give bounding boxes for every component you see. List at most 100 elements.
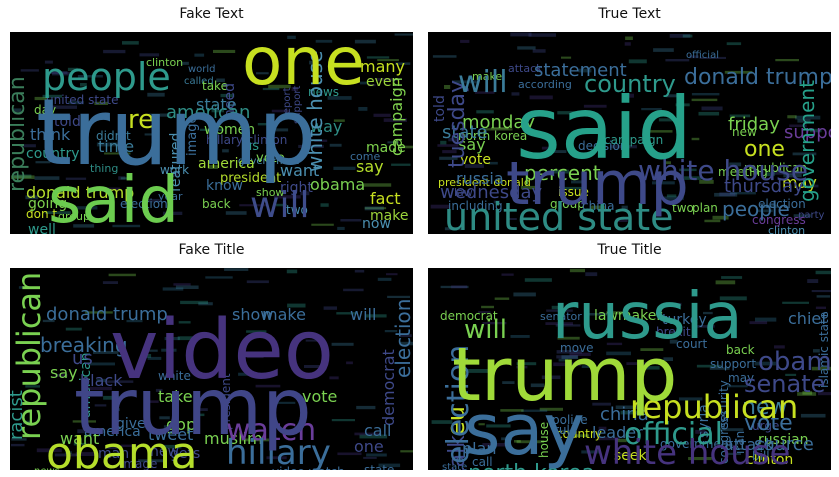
background-word-mark — [606, 342, 623, 346]
background-word-mark — [773, 170, 792, 175]
background-word-mark — [664, 196, 684, 200]
background-word-mark — [539, 407, 563, 411]
background-word-mark — [696, 325, 715, 328]
background-word-mark — [196, 408, 208, 411]
background-word-mark — [400, 450, 413, 453]
cloud-word: donald trump — [26, 183, 134, 202]
cloud-word: said — [516, 79, 692, 179]
background-word-mark — [569, 352, 591, 356]
cloud-word: clinton — [146, 56, 183, 69]
background-word-mark — [797, 392, 817, 396]
cloud-word: election — [758, 197, 806, 211]
cloud-word: hillary — [226, 433, 331, 470]
background-word-mark — [815, 306, 826, 309]
background-word-mark — [44, 60, 53, 64]
background-word-mark — [266, 456, 287, 460]
background-word-mark — [432, 55, 457, 58]
background-word-mark — [80, 83, 87, 87]
background-word-mark — [138, 459, 166, 463]
background-word-mark — [811, 290, 831, 293]
background-word-mark — [665, 94, 680, 98]
cloud-word: made — [366, 140, 406, 156]
background-word-mark — [726, 42, 742, 46]
background-word-mark — [556, 350, 582, 354]
background-word-mark — [155, 388, 163, 392]
cloud-word: congress — [752, 213, 806, 227]
cloud-word: security — [717, 380, 731, 428]
word-cloud-canvas: party official law clinton make according atta… — [430, 32, 831, 234]
cloud-word: hillary clinton — [206, 133, 287, 147]
cloud-word: state — [196, 95, 237, 114]
cloud-word: congress — [717, 410, 731, 464]
background-word-mark — [569, 268, 585, 273]
background-word-mark — [163, 425, 180, 428]
background-word-mark — [164, 337, 180, 341]
cloud-word: women — [204, 122, 255, 138]
background-word-mark — [644, 366, 660, 370]
background-word-mark — [246, 280, 269, 284]
background-word-mark — [679, 397, 703, 401]
word-cloud: statesenatorurgebillcongressdealpresiden… — [428, 268, 831, 470]
background-word-mark — [359, 434, 388, 439]
background-word-mark — [532, 49, 546, 53]
cloud-word: american — [166, 102, 250, 123]
cloud-word: will — [464, 315, 507, 345]
background-word-mark — [291, 87, 299, 91]
background-word-mark — [448, 138, 460, 142]
background-word-mark — [688, 457, 712, 461]
background-word-mark — [719, 296, 747, 301]
cloud-word: watch — [226, 413, 316, 448]
background-word-mark — [494, 297, 510, 300]
cloud-word: thing — [90, 162, 118, 175]
background-word-mark — [624, 42, 631, 46]
background-word-mark — [616, 438, 627, 443]
background-word-mark — [358, 107, 368, 111]
background-word-mark — [558, 358, 568, 362]
background-word-mark — [502, 381, 515, 384]
background-word-mark — [377, 277, 392, 281]
background-word-mark — [598, 426, 607, 431]
background-word-mark — [96, 142, 118, 147]
cloud-word: court — [676, 337, 707, 351]
background-word-mark — [309, 60, 317, 65]
cloud-word: seek — [614, 448, 648, 464]
cloud-word: law — [454, 186, 473, 199]
cloud-word: trump — [36, 79, 316, 186]
background-word-mark — [224, 268, 249, 271]
background-word-mark — [583, 104, 607, 108]
background-word-mark — [551, 305, 560, 310]
background-word-mark — [647, 130, 673, 133]
cloud-word: move — [560, 341, 594, 355]
cloud-word: muslim — [204, 429, 263, 448]
background-word-mark — [482, 443, 510, 447]
cloud-word: re — [128, 105, 154, 135]
background-word-mark — [11, 443, 25, 447]
background-word-mark — [177, 452, 188, 457]
background-word-mark — [65, 451, 72, 455]
background-word-mark — [275, 401, 296, 404]
background-word-mark — [709, 367, 730, 370]
background-word-mark — [145, 349, 158, 352]
cloud-word: bill — [752, 449, 770, 463]
background-word-mark — [35, 161, 51, 164]
background-word-mark — [797, 119, 811, 123]
cloud-word: vote — [460, 152, 491, 168]
cloud-word: obama — [310, 175, 365, 194]
cloud-word: thursday — [724, 176, 804, 197]
background-word-mark — [211, 109, 224, 113]
cloud-word: people — [722, 197, 790, 221]
cloud-word: people — [42, 55, 171, 99]
background-word-mark — [679, 168, 697, 172]
background-word-mark — [500, 409, 524, 412]
background-word-mark — [754, 361, 776, 366]
panel-title: Fake Title — [178, 242, 245, 258]
cloud-word: may — [728, 371, 754, 385]
background-word-mark — [481, 305, 494, 309]
background-word-mark — [147, 356, 162, 360]
cloud-word: fact — [370, 189, 401, 208]
cloud-word: world — [188, 64, 216, 75]
background-word-mark — [726, 385, 748, 388]
background-word-mark — [21, 144, 36, 148]
background-word-mark — [386, 273, 398, 276]
